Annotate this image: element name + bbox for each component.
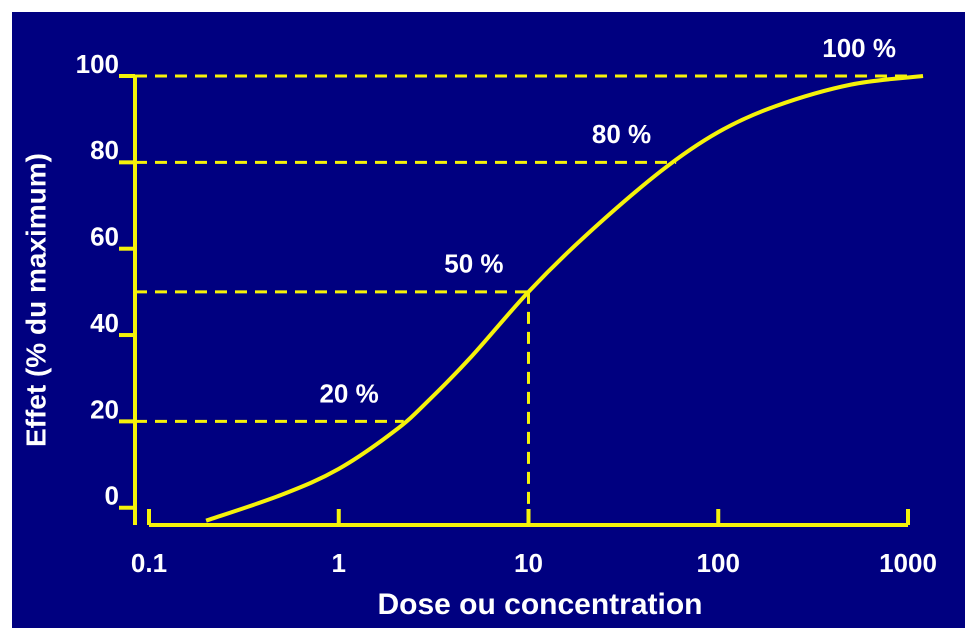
- x-tick-label: 0.1: [131, 548, 167, 578]
- y-tick-label: 100: [76, 49, 119, 79]
- annotation: 100 %: [822, 33, 896, 63]
- y-tick-label: 60: [90, 222, 119, 252]
- x-tick-label: 100: [697, 548, 740, 578]
- y-tick-label: 40: [90, 308, 119, 338]
- x-axis-title: Dose ou concentration: [377, 588, 702, 621]
- background: [12, 12, 965, 628]
- curve: [205, 74, 924, 523]
- annotation: 20 %: [319, 378, 378, 408]
- x-tick-label: 10: [514, 548, 543, 578]
- x-tick-label: 1000: [879, 548, 937, 578]
- x-tick-label: 1: [332, 548, 346, 578]
- y-axis-title: Effet (% du maximum): [20, 153, 51, 447]
- annotation: 80 %: [592, 119, 651, 149]
- y-tick-label: 20: [90, 394, 119, 424]
- y-tick-label: 0: [105, 481, 119, 511]
- annotation: 50 %: [444, 249, 503, 279]
- y-tick-label: 80: [90, 135, 119, 165]
